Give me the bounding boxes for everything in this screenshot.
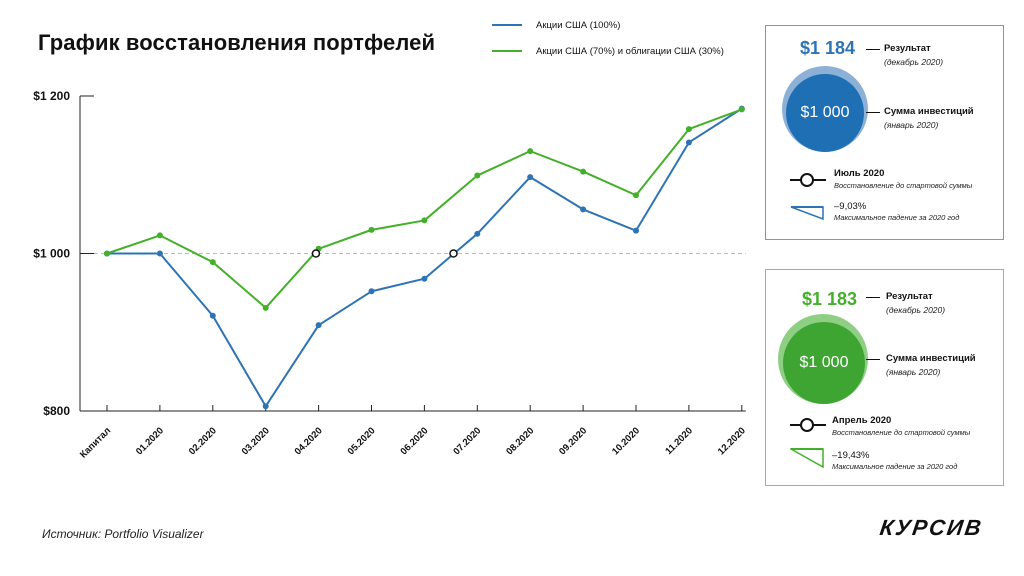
result-label: Результат [884,43,931,54]
x-tick-label: 04.2020 [293,425,325,457]
data-point [368,288,375,295]
panel-stocks-summary: $1 184 Результат (декабрь 2020) $1 000 С… [765,25,1004,240]
y-tick-label: $1 200 [33,89,70,103]
x-tick-label: 09.2020 [557,425,589,457]
recovery-sub: Восстановление до стартовой суммы [834,181,973,190]
recovery-marker-icon [800,418,814,432]
legend-swatch-green [492,50,522,52]
data-point [104,250,110,257]
connector [866,359,880,360]
data-point [685,139,692,146]
result-value: $1 183 [802,289,858,309]
investment-circle: $1 000 [783,322,865,404]
connector [866,112,880,113]
invest-label: Сумма инвестиций [886,353,976,364]
drawdown-triangle-icon [790,448,824,468]
data-point [368,226,375,233]
investment-circle: $1 000 [786,74,864,152]
recovery-marker [449,249,458,258]
invest-sub: (январь 2020) [886,367,941,377]
legend-item-stocks: Акции США (100%) [492,12,724,38]
drawdown-value: –19,43% [832,450,870,461]
x-tick-label: 05.2020 [346,425,378,457]
invest-sub: (январь 2020) [884,120,939,130]
y-tick-label: $800 [43,404,70,418]
result-sub: (декабрь 2020) [886,305,946,315]
data-point [315,322,322,329]
source-note: Источник: Portfolio Visualizer [42,527,204,541]
result-value: $1 184 [800,38,856,58]
connector [866,297,880,298]
data-point [738,106,745,113]
panel-mixed-summary: $1 183 Результат (декабрь 2020) $1 000 С… [765,269,1004,486]
x-tick-label: 07.2020 [451,425,483,457]
recovery-label: Июль 2020 [834,168,885,179]
drawdown-value: –9,03% [834,201,867,212]
x-tick-label: 06.2020 [398,425,430,457]
data-point [474,172,481,179]
x-tick-label: 12.2020 [716,425,748,457]
x-tick-label: 11.2020 [663,425,695,457]
chart-legend: Акции США (100%) Акции США (70%) и облиг… [492,12,724,64]
data-point [685,126,692,133]
drawdown-sub: Максимальное падение за 2020 год [834,213,960,222]
data-point [421,275,428,282]
line-chart: $1 200 $1 000 $800 Капитал 01.2020 02.2020 03.… [33,89,748,461]
x-tick-label: 10.2020 [610,425,642,457]
x-tick-label: 02.2020 [187,425,219,457]
x-tick-label: Капитал [78,425,113,460]
data-point [262,403,269,410]
drawdown-triangle-icon [790,206,824,220]
recovery-marker-icon [800,173,814,187]
invest-label: Сумма инвестиций [884,106,974,117]
recovery-sub: Восстановление до стартовой суммы [832,428,971,437]
data-point [580,168,587,175]
data-point [156,250,163,257]
legend-label-mixed: Акции США (70%) и облигации США (30%) [536,45,724,57]
data-point [633,192,639,199]
data-point [527,174,534,181]
drawdown-sub: Максимальное падение за 2020 год [832,462,958,471]
data-point [633,227,639,234]
data-point [209,259,216,266]
recovery-label: Апрель 2020 [832,415,892,426]
legend-item-mixed: Акции США (70%) и облигации США (30%) [492,38,724,64]
y-tick-label: $1 000 [33,247,70,261]
connector [866,49,880,50]
data-point [262,304,269,311]
legend-swatch-blue [492,24,522,26]
result-sub: (декабрь 2020) [884,57,944,67]
data-point [156,232,163,239]
result-label: Результат [886,291,933,302]
data-point [527,148,534,155]
data-point [209,312,216,319]
x-tick-label: 01.2020 [134,425,166,457]
legend-label-stocks: Акции США (100%) [536,19,621,31]
recovery-marker [311,249,321,258]
brand-logo: КУРСИВ [878,515,985,540]
x-tick-label: 08.2020 [504,425,536,457]
data-point [421,217,428,224]
data-point [580,206,587,213]
data-point [474,230,481,237]
x-tick-label: 03.2020 [240,425,272,457]
chart-title: График восстановления портфелей [38,30,436,55]
